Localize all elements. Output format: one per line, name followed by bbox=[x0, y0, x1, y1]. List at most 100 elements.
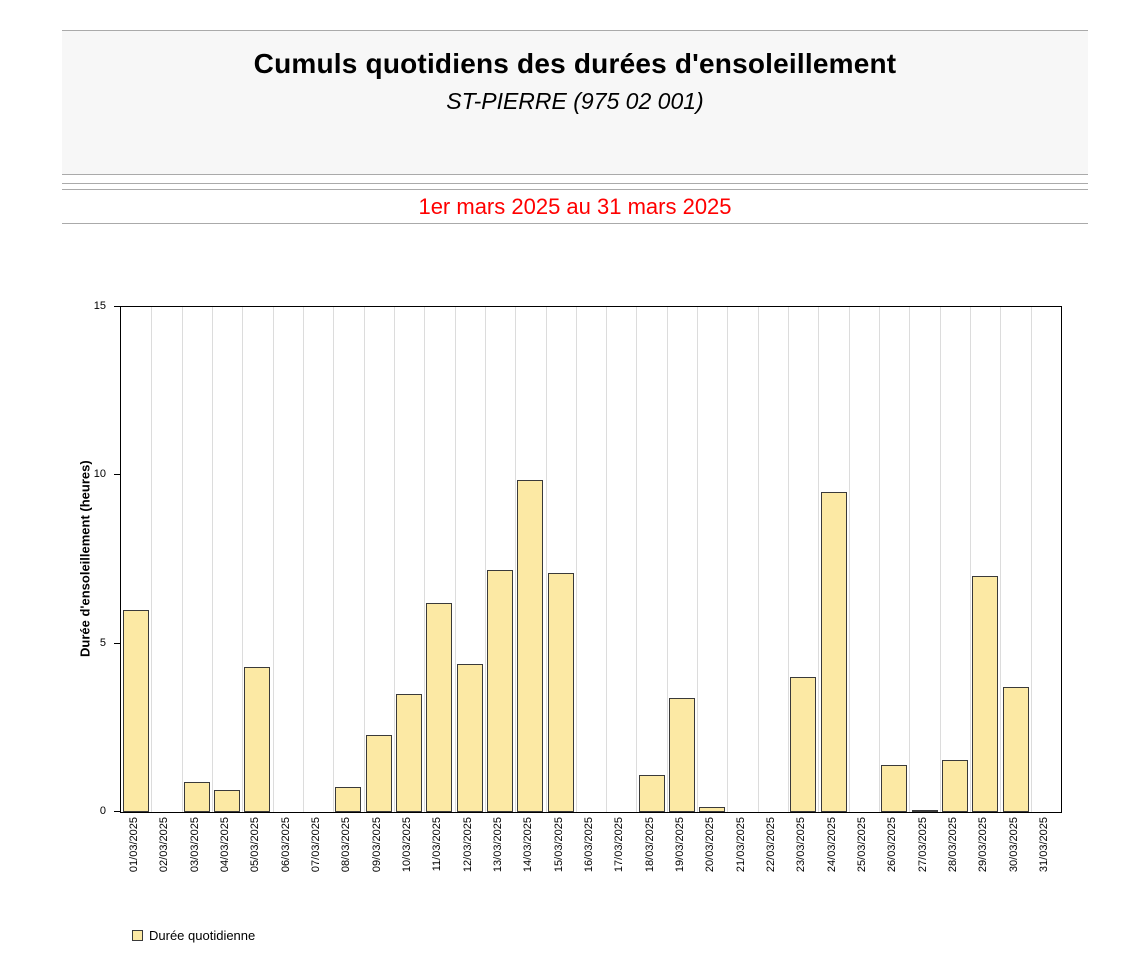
bar-05/03/2025 bbox=[244, 667, 270, 812]
x-axis-label: 11/03/2025 bbox=[431, 817, 443, 872]
gridline bbox=[1031, 307, 1032, 812]
gridline bbox=[818, 307, 819, 812]
gridline bbox=[970, 307, 971, 812]
x-axis-label: 15/03/2025 bbox=[553, 817, 565, 873]
bar-27/03/2025 bbox=[912, 810, 938, 812]
bar-24/03/2025 bbox=[821, 492, 847, 812]
gridline bbox=[606, 307, 607, 812]
gridline bbox=[758, 307, 759, 812]
x-axis-labels: 01/03/2025 02/03/2025 03/03/2025 04/03/2025… bbox=[120, 817, 1060, 892]
y-tick-mark bbox=[114, 306, 120, 307]
bar-19/03/2025 bbox=[669, 698, 695, 812]
x-axis-label: 20/03/2025 bbox=[704, 817, 716, 873]
y-tick-mark bbox=[114, 811, 120, 812]
gridline bbox=[940, 307, 941, 812]
x-axis-label: 05/03/2025 bbox=[249, 817, 261, 873]
gridline bbox=[273, 307, 274, 812]
x-axis-label: 28/03/2025 bbox=[947, 817, 959, 873]
gridline bbox=[364, 307, 365, 812]
x-axis-label: 22/03/2025 bbox=[765, 817, 777, 873]
gridline bbox=[697, 307, 698, 812]
gridline bbox=[303, 307, 304, 812]
station-subtitle: ST-PIERRE (975 02 001) bbox=[446, 88, 704, 114]
bar-04/03/2025 bbox=[214, 790, 240, 812]
gridline bbox=[576, 307, 577, 812]
bar-08/03/2025 bbox=[335, 787, 361, 812]
x-axis-label: 04/03/2025 bbox=[219, 817, 231, 873]
bar-20/03/2025 bbox=[699, 807, 725, 812]
gridline bbox=[546, 307, 547, 812]
gridline bbox=[242, 307, 243, 812]
bar-14/03/2025 bbox=[517, 480, 543, 812]
y-tick-mark bbox=[114, 643, 120, 644]
chart-header: Cumuls quotidiens des durées d'ensoleill… bbox=[62, 30, 1088, 175]
legend: Durée quotidienne bbox=[132, 928, 255, 943]
x-axis-label: 19/03/2025 bbox=[674, 817, 686, 873]
gridline bbox=[1000, 307, 1001, 812]
gridline bbox=[667, 307, 668, 812]
bar-01/03/2025 bbox=[123, 610, 149, 812]
x-axis-label: 06/03/2025 bbox=[280, 817, 292, 873]
x-axis-label: 16/03/2025 bbox=[583, 817, 595, 873]
bar-09/03/2025 bbox=[366, 735, 392, 812]
x-axis-label: 08/03/2025 bbox=[340, 817, 352, 873]
x-axis-label: 14/03/2025 bbox=[522, 817, 534, 873]
x-axis-label: 30/03/2025 bbox=[1008, 817, 1020, 873]
x-axis-label: 17/03/2025 bbox=[613, 817, 625, 873]
gridline bbox=[849, 307, 850, 812]
y-tick-label: 15 bbox=[93, 300, 106, 312]
bar-10/03/2025 bbox=[396, 694, 422, 812]
x-axis-label: 24/03/2025 bbox=[826, 817, 838, 873]
legend-label: Durée quotidienne bbox=[149, 928, 256, 943]
x-axis-label: 12/03/2025 bbox=[462, 817, 474, 873]
gridline bbox=[394, 307, 395, 812]
bar-11/03/2025 bbox=[426, 603, 452, 812]
bar-23/03/2025 bbox=[790, 677, 816, 812]
y-tick-label: 10 bbox=[93, 468, 106, 480]
bar-15/03/2025 bbox=[548, 573, 574, 812]
x-axis-label: 10/03/2025 bbox=[401, 817, 413, 873]
x-axis-label: 21/03/2025 bbox=[735, 817, 747, 873]
x-axis-label: 29/03/2025 bbox=[977, 817, 989, 873]
gridline bbox=[455, 307, 456, 812]
period-label: 1er mars 2025 au 31 mars 2025 bbox=[418, 194, 732, 219]
bar-13/03/2025 bbox=[487, 570, 513, 812]
x-axis-label: 23/03/2025 bbox=[795, 817, 807, 873]
x-axis-label: 09/03/2025 bbox=[371, 817, 383, 873]
gridline bbox=[485, 307, 486, 812]
page-title: Cumuls quotidiens des durées d'ensoleill… bbox=[253, 48, 897, 79]
x-axis-label: 13/03/2025 bbox=[492, 817, 504, 873]
gridline bbox=[151, 307, 152, 812]
x-axis-label: 31/03/2025 bbox=[1038, 817, 1050, 873]
x-axis-label: 18/03/2025 bbox=[644, 817, 656, 873]
x-axis-label: 01/03/2025 bbox=[128, 817, 140, 873]
x-axis-label: 27/03/2025 bbox=[917, 817, 929, 873]
bar-30/03/2025 bbox=[1003, 687, 1029, 812]
y-tick-label: 0 bbox=[99, 805, 106, 817]
period-band: 1er mars 2025 au 31 mars 2025 bbox=[62, 190, 1088, 224]
gridline bbox=[515, 307, 516, 812]
header-divider bbox=[62, 183, 1088, 190]
bar-03/03/2025 bbox=[184, 782, 210, 812]
gridline bbox=[212, 307, 213, 812]
legend-swatch bbox=[132, 930, 143, 941]
gridline bbox=[333, 307, 334, 812]
x-axis-label: 26/03/2025 bbox=[886, 817, 898, 873]
x-axis-label: 07/03/2025 bbox=[310, 817, 322, 873]
gridline bbox=[182, 307, 183, 812]
gridline bbox=[788, 307, 789, 812]
plot-area bbox=[120, 306, 1062, 813]
gridline bbox=[636, 307, 637, 812]
bar-12/03/2025 bbox=[457, 664, 483, 812]
bar-29/03/2025 bbox=[972, 576, 998, 812]
y-tick-mark bbox=[114, 474, 120, 475]
x-axis-label: 25/03/2025 bbox=[856, 817, 868, 873]
gridline bbox=[727, 307, 728, 812]
bar-28/03/2025 bbox=[942, 760, 968, 812]
x-axis-label: 02/03/2025 bbox=[158, 817, 170, 873]
y-axis-tick-marks bbox=[114, 306, 120, 812]
gridline bbox=[424, 307, 425, 812]
gridline bbox=[909, 307, 910, 812]
bar-18/03/2025 bbox=[639, 775, 665, 812]
